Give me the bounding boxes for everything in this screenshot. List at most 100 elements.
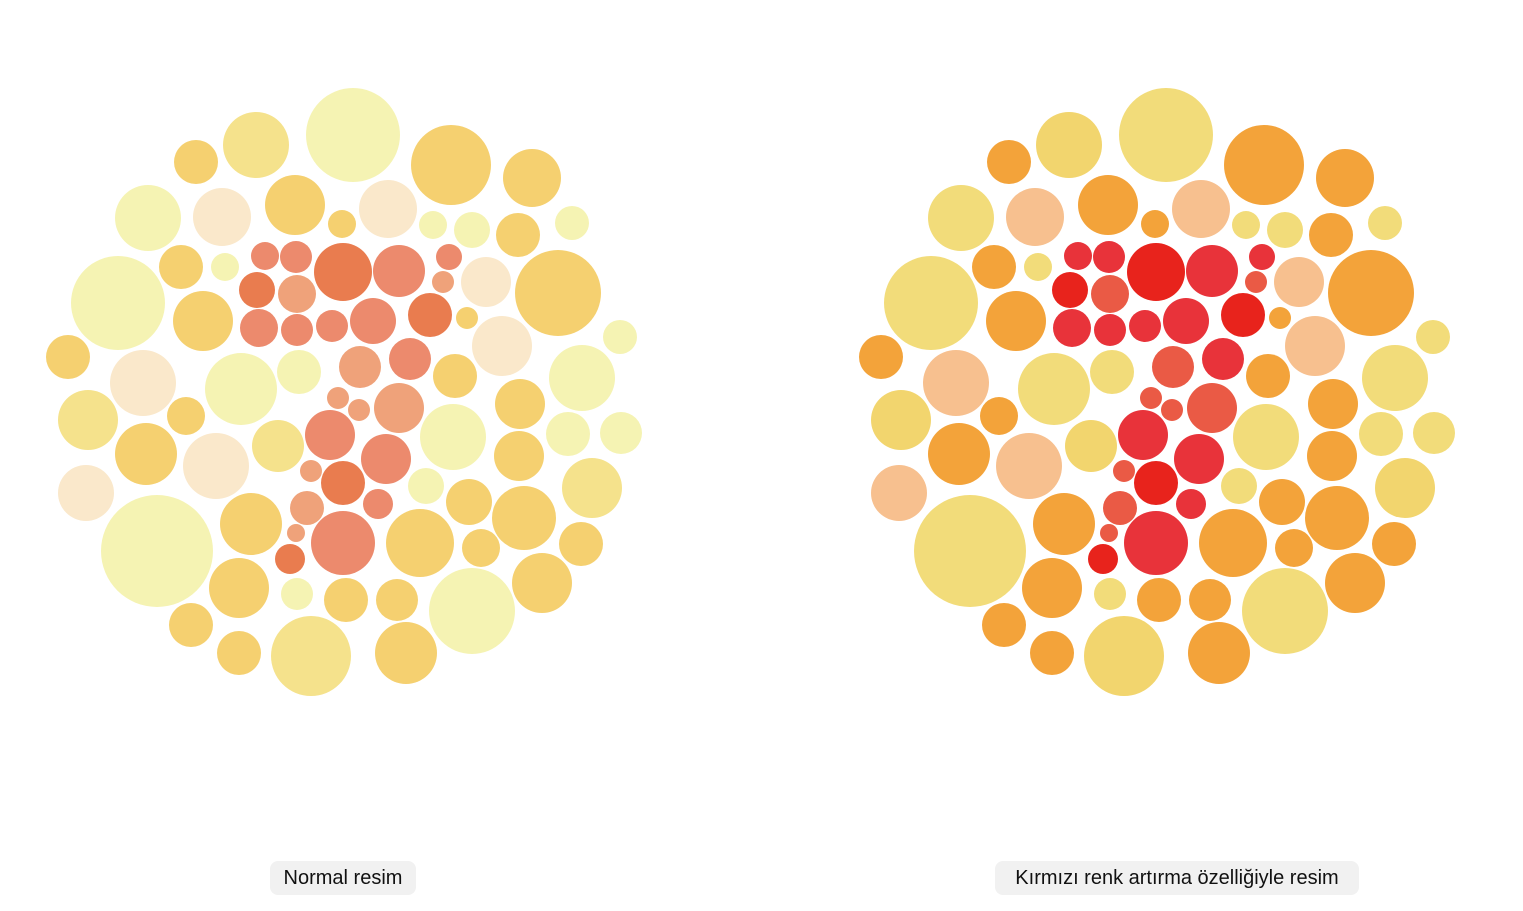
normal-plate-dot-15: [71, 256, 165, 350]
enhanced-plate-dot-64: [1259, 479, 1305, 525]
enhanced-plate-dot-61: [1113, 460, 1135, 482]
enhanced-plate-dot-54: [1065, 420, 1117, 472]
normal-plate-dot-34: [456, 307, 478, 329]
enhanced-plate-dot-26: [1052, 272, 1088, 308]
enhanced-plate-dot-57: [1307, 431, 1357, 481]
normal-plate-dot-48: [348, 399, 370, 421]
normal-plate-svg: [46, 88, 642, 696]
enhanced-plate-dot-19: [1093, 241, 1125, 273]
enhanced-plate-dot-51: [1308, 379, 1358, 429]
normal-plate-dot-63: [408, 468, 444, 504]
enhanced-plate-dot-2: [1036, 112, 1102, 178]
normal-plate-dot-23: [461, 257, 511, 307]
enhanced-plate-dot-50: [1233, 404, 1299, 470]
enhanced-plate-dot-21: [1186, 245, 1238, 297]
enhanced-plate-dot-29: [1094, 314, 1126, 346]
normal-plate-dot-85: [271, 616, 351, 696]
normal-plate-dot-52: [115, 423, 177, 485]
enhanced-plate-dot-78: [1094, 578, 1126, 610]
enhanced-color-plate: [848, 80, 1468, 710]
enhanced-image-caption: Kırmızı renk artırma özelliğiyle resim: [995, 861, 1359, 895]
enhanced-plate-dot-30: [1129, 310, 1161, 342]
enhanced-plate-dot-77: [1022, 558, 1082, 618]
normal-plate-dot-25: [173, 291, 233, 351]
normal-plate-dot-68: [220, 493, 282, 555]
normal-plate-dot-12: [454, 212, 490, 248]
normal-plate-dot-51: [495, 379, 545, 429]
normal-plate-dot-73: [386, 509, 454, 577]
enhanced-plate-dot-76: [1088, 544, 1118, 574]
enhanced-plate-dot-47: [1140, 387, 1162, 409]
enhanced-plate-dot-74: [1275, 529, 1313, 567]
enhanced-plate-dot-20: [1127, 243, 1185, 301]
normal-plate-dot-6: [115, 185, 181, 251]
enhanced-plate-dot-63: [1221, 468, 1257, 504]
enhanced-plate-dot-11: [1232, 211, 1260, 239]
enhanced-plate-dot-43: [1246, 354, 1290, 398]
normal-plate-dot-21: [373, 245, 425, 297]
enhanced-plate-dot-62: [1134, 461, 1178, 505]
enhanced-plate-dot-46: [980, 397, 1018, 435]
enhanced-plate-dot-68: [1033, 493, 1095, 555]
enhanced-plate-dot-83: [982, 603, 1026, 647]
normal-plate-dot-8: [265, 175, 325, 235]
enhanced-plate-dot-33: [1245, 271, 1267, 293]
enhanced-plate-dot-22: [1249, 244, 1275, 270]
enhanced-plate-dot-52: [928, 423, 990, 485]
normal-plate-dot-36: [603, 320, 637, 354]
enhanced-plate-dot-35: [1285, 316, 1345, 376]
enhanced-plate-dot-27: [1091, 275, 1129, 313]
enhanced-plate-dot-56: [1174, 434, 1224, 484]
enhanced-plate-dot-58: [1359, 412, 1403, 456]
normal-plate-dot-20: [314, 243, 372, 301]
normal-plate-dot-10: [328, 210, 356, 238]
normal-plate-dot-57: [494, 431, 544, 481]
normal-plate-dot-47: [327, 387, 349, 409]
normal-plate-dot-58: [546, 412, 590, 456]
normal-plate-dot-2: [223, 112, 289, 178]
enhanced-plate-dot-79: [1137, 578, 1181, 622]
normal-plate-dot-11: [419, 211, 447, 239]
enhanced-plate-dot-60: [871, 465, 927, 521]
enhanced-plate-dot-23: [1274, 257, 1324, 307]
enhanced-plate-dot-14: [1368, 206, 1402, 240]
enhanced-plate-dot-82: [1325, 553, 1385, 613]
normal-plate-dot-65: [492, 486, 556, 550]
enhanced-plate-dot-4: [987, 140, 1031, 184]
normal-plate-dot-61: [300, 460, 322, 482]
enhanced-plate-dot-49: [1187, 383, 1237, 433]
enhanced-plate-dot-28: [1053, 309, 1091, 347]
enhanced-plate-dot-15: [884, 256, 978, 350]
normal-plate-dot-7: [193, 188, 251, 246]
enhanced-plate-dot-65: [1305, 486, 1369, 550]
normal-plate-dot-19: [280, 241, 312, 273]
enhanced-plate-dot-25: [986, 291, 1046, 351]
enhanced-plate-dot-84: [1030, 631, 1074, 675]
enhanced-plate-dot-39: [1018, 353, 1090, 425]
enhanced-plate-dot-38: [923, 350, 989, 416]
enhanced-plate-dot-73: [1199, 509, 1267, 577]
normal-plate-dot-18: [251, 242, 279, 270]
normal-plate-dot-72: [311, 511, 375, 575]
normal-plate-dot-39: [205, 353, 277, 425]
enhanced-plate-dot-36: [1416, 320, 1450, 354]
normal-plate-dot-42: [389, 338, 431, 380]
enhanced-plate-dot-41: [1152, 346, 1194, 388]
normal-plate-dot-33: [432, 271, 454, 293]
enhanced-plate-dot-24: [1328, 250, 1414, 336]
enhanced-plate-svg: [859, 88, 1455, 696]
enhanced-plate-dot-48: [1161, 399, 1183, 421]
normal-plate-dot-22: [436, 244, 462, 270]
normal-plate-dot-76: [275, 544, 305, 574]
enhanced-plate-dot-72: [1124, 511, 1188, 575]
enhanced-plate-dot-32: [1221, 293, 1265, 337]
enhanced-plate-dot-80: [1189, 579, 1231, 621]
normal-plate-dot-32: [408, 293, 452, 337]
enhanced-plate-dot-69: [1103, 491, 1137, 525]
normal-plate-dot-78: [281, 578, 313, 610]
enhanced-plate-dot-10: [1141, 210, 1169, 238]
normal-plate-dot-70: [363, 489, 393, 519]
normal-plate-dot-60: [58, 465, 114, 521]
enhanced-plate-dot-40: [1090, 350, 1134, 394]
enhanced-plate-dot-53: [996, 433, 1062, 499]
